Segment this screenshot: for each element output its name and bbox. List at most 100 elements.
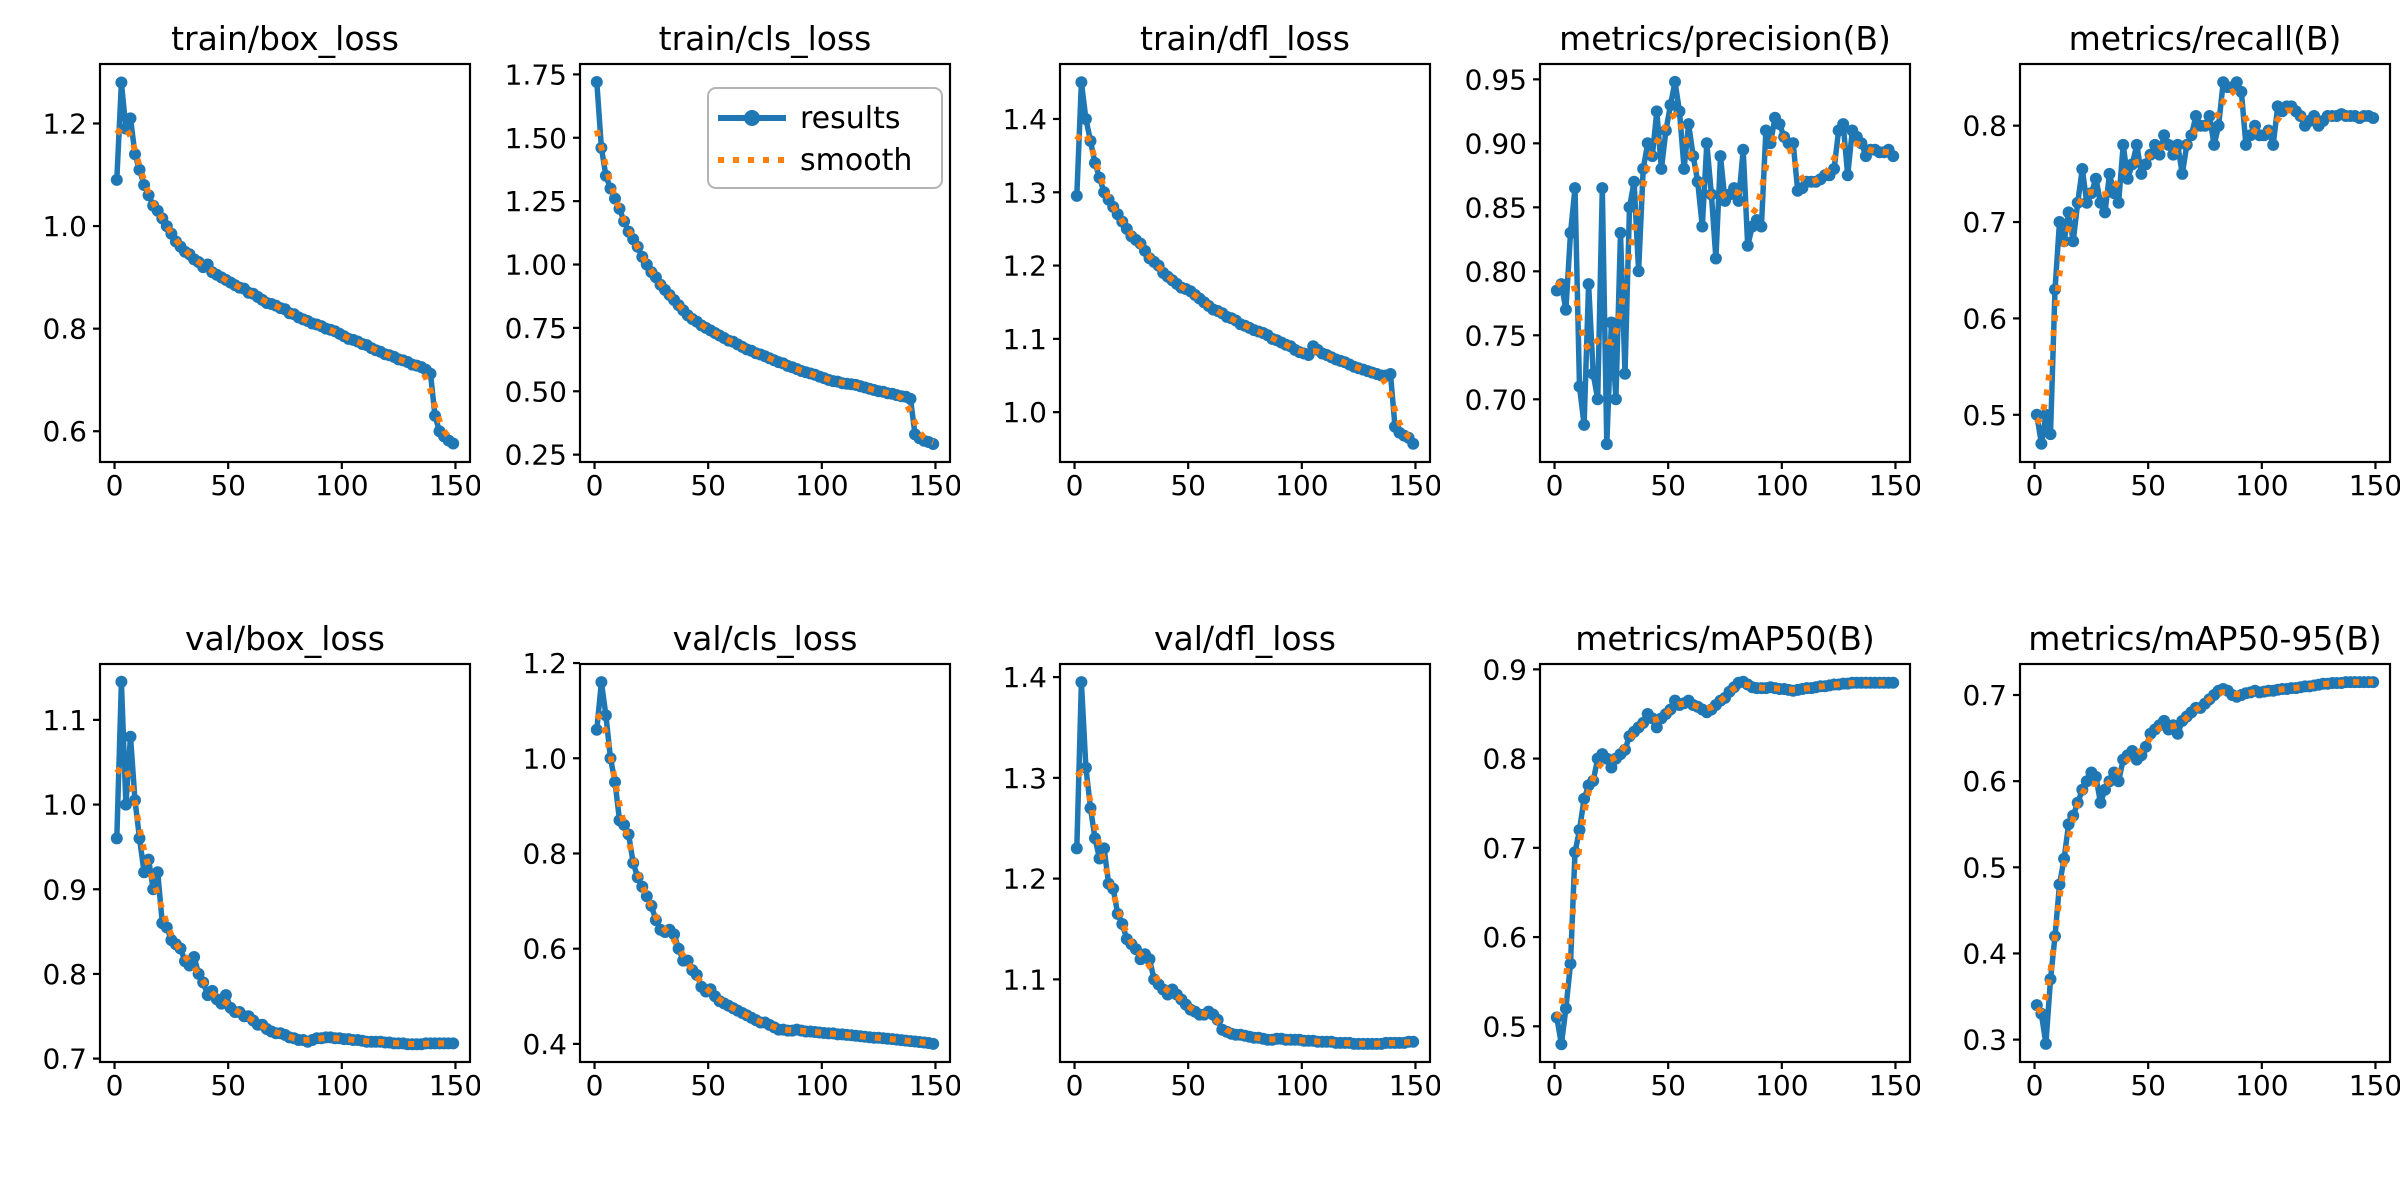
y-tick-label: 0.7 [1482, 832, 1527, 865]
axes-frame [98, 662, 472, 1064]
chart-title: metrics/recall(B) [2069, 19, 2342, 58]
x-tick-label: 0 [1066, 1069, 1084, 1102]
x-tick-label: 100 [1755, 469, 1808, 502]
y-tick-label: 1.0 [42, 210, 87, 243]
smooth-line [1553, 679, 1894, 1019]
chart-title: val/dfl_loss [1154, 619, 1336, 658]
plot-background [960, 600, 1440, 1200]
smooth-line [2034, 679, 2374, 1015]
y-tick-label: 1.0 [1002, 396, 1047, 429]
x-tick-label: 0 [106, 469, 124, 502]
y-axis-ticks: 1.1 1.2 1.3 1.4 [1002, 661, 1060, 996]
x-tick-label: 0 [2026, 1069, 2044, 1102]
chart-title: metrics/mAP50-95(B) [2028, 619, 2381, 658]
x-tick-label: 150 [1389, 469, 1440, 502]
y-tick-label: 0.4 [522, 1028, 567, 1061]
axes-frame [2018, 62, 2392, 464]
y-tick-label: 0.7 [1962, 679, 2007, 712]
x-tick-label: 100 [795, 469, 848, 502]
chart-canvas-metrics-map50-95: metrics/mAP50-95(B) 0 50 100 150 0.3 0.4 0.5 0.6… [1920, 600, 2400, 1200]
chart-canvas-train-dfl-loss: train/dfl_loss 0 50 100 150 1.0 1.1 1.2 1.3 1.4 [960, 0, 1440, 600]
y-tick-label: 0.7 [1962, 206, 2007, 239]
y-tick-label: 0.50 [505, 375, 567, 408]
y-tick-label: 0.90 [1465, 127, 1527, 160]
x-tick-label: 100 [795, 1069, 848, 1102]
x-tick-label: 100 [2235, 1069, 2288, 1102]
plot-background [0, 0, 480, 600]
y-tick-label: 1.1 [42, 704, 87, 737]
y-tick-label: 0.3 [1962, 1024, 2007, 1057]
y-tick-label: 1.3 [1002, 176, 1047, 209]
x-axis-ticks: 0 50 100 150 [1546, 1062, 1920, 1102]
subplot-val-cls-loss: val/cls_loss 0 50 100 150 0.4 0.6 0.8 1.0 1.2 [480, 600, 960, 1200]
y-axis-ticks: 0.7 0.8 0.9 1.0 1.1 [42, 704, 100, 1076]
y-tick-label: 0.95 [1465, 63, 1527, 96]
axes-frame [1538, 62, 1912, 464]
x-tick-label: 150 [2349, 1069, 2400, 1102]
y-tick-label: 0.6 [1482, 921, 1527, 954]
y-tick-label: 1.1 [1002, 323, 1047, 356]
subplot-val-dfl-loss: val/dfl_loss 0 50 100 150 1.1 1.2 1.3 1.4 [960, 600, 1440, 1200]
subplot-train-box-loss: train/box_loss 0 50 100 150 0.6 0.8 1.0 1.2 [0, 0, 480, 600]
y-tick-label: 0.25 [505, 439, 567, 472]
chart-canvas-metrics-recall: metrics/recall(B) 0 50 100 150 0.5 0.6 0.7 0.8 [1920, 0, 2400, 600]
legend-results-marker [744, 110, 760, 126]
x-axis-ticks: 0 50 100 150 [106, 1062, 480, 1102]
x-axis-ticks: 0 50 100 150 [106, 462, 480, 502]
axes-frame [1058, 62, 1432, 464]
y-tick-label: 1.2 [1002, 863, 1047, 896]
smooth-line [593, 129, 935, 446]
y-tick-label: 0.7 [42, 1043, 87, 1076]
y-tick-label: 0.75 [1465, 319, 1527, 352]
x-axis-ticks: 0 50 100 150 [1546, 462, 1920, 502]
x-tick-label: 0 [1546, 1069, 1564, 1102]
x-tick-label: 150 [1389, 1069, 1440, 1102]
x-tick-label: 50 [690, 469, 726, 502]
axes-frame [578, 662, 952, 1064]
y-tick-label: 1.0 [522, 742, 567, 775]
chart-title: train/box_loss [171, 19, 399, 58]
y-tick-label: 1.00 [505, 249, 567, 282]
x-tick-label: 50 [690, 1069, 726, 1102]
y-tick-label: 0.75 [505, 312, 567, 345]
x-tick-label: 150 [2349, 469, 2400, 502]
x-tick-label: 0 [586, 1069, 604, 1102]
chart-title: metrics/precision(B) [1559, 19, 1891, 58]
plot-background [0, 600, 480, 1200]
y-tick-label: 0.6 [42, 415, 87, 448]
y-tick-label: 0.8 [1962, 110, 2007, 143]
y-tick-label: 0.8 [522, 837, 567, 870]
axes-frame [98, 62, 472, 464]
x-tick-label: 150 [909, 1069, 960, 1102]
y-axis-ticks: 0.6 0.8 1.0 1.2 [42, 107, 100, 448]
chart-title: metrics/mAP50(B) [1575, 619, 1875, 658]
axes-frame [1058, 662, 1432, 1064]
x-tick-label: 150 [429, 1069, 480, 1102]
x-tick-label: 150 [429, 469, 480, 502]
x-tick-label: 150 [1869, 469, 1920, 502]
chart-canvas-val-box-loss: val/box_loss 0 50 100 150 0.7 0.8 0.9 1.0 1.1 [0, 600, 480, 1200]
x-tick-label: 50 [1650, 1069, 1686, 1102]
y-tick-label: 0.9 [42, 873, 87, 906]
y-tick-label: 0.8 [1482, 743, 1527, 776]
y-tick-label: 0.85 [1465, 191, 1527, 224]
y-tick-label: 1.2 [1002, 250, 1047, 283]
subplot-train-cls-loss: train/cls_loss 0 50 100 150 0.25 0.50 0.75 1.00 1… [480, 0, 960, 600]
x-tick-label: 100 [1275, 1069, 1328, 1102]
subplot-train-dfl-loss: train/dfl_loss 0 50 100 150 1.0 1.1 1.2 1.3 1.4 [960, 0, 1440, 600]
smooth-line [1554, 111, 1894, 354]
y-tick-label: 0.9 [1482, 653, 1527, 686]
legend: results smooth [707, 87, 943, 189]
chart-title: val/box_loss [185, 619, 385, 658]
x-tick-label: 0 [1546, 469, 1564, 502]
chart-canvas-train-box-loss: train/box_loss 0 50 100 150 0.6 0.8 1.0 1.2 [0, 0, 480, 600]
y-tick-label: 0.6 [1962, 302, 2007, 335]
smooth-line [1074, 129, 1415, 442]
subplot-metrics-recall: metrics/recall(B) 0 50 100 150 0.5 0.6 0.7 0.8 [1920, 0, 2400, 600]
x-tick-label: 150 [1869, 1069, 1920, 1102]
plot-background [1920, 0, 2400, 600]
axes-frame [2018, 662, 2392, 1064]
legend-smooth-label: smooth [800, 143, 912, 178]
x-tick-label: 0 [106, 1069, 124, 1102]
